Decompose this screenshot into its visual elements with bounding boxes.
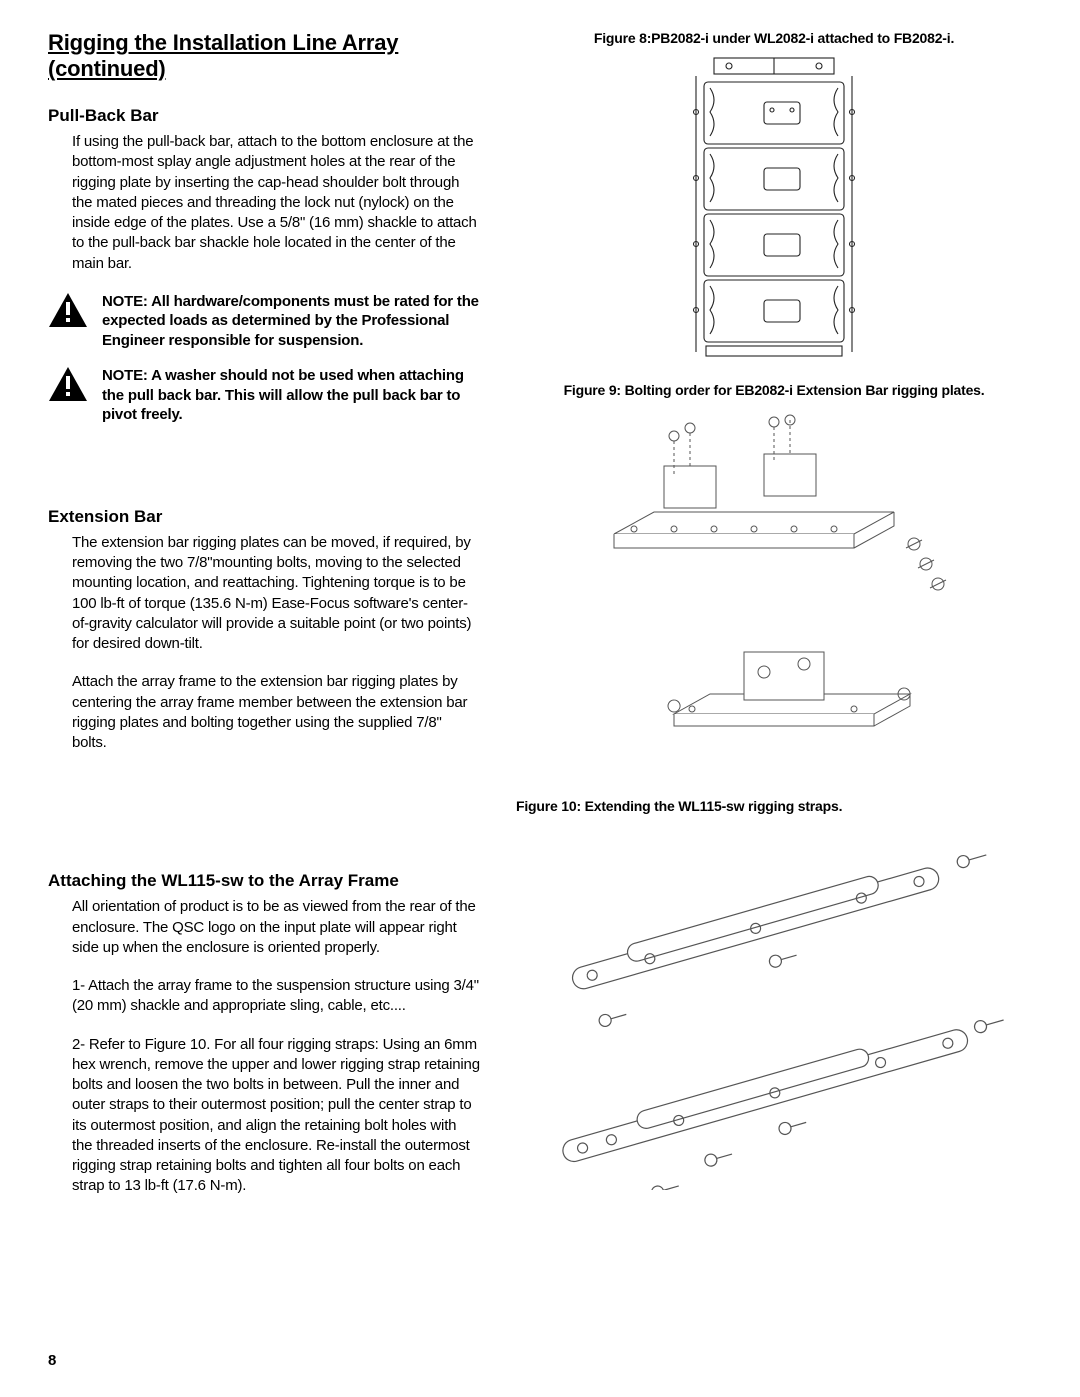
attach-body-3: 2- Refer to Figure 10. For all four rigg…	[72, 1035, 480, 1197]
extbar-body-2: Attach the array frame to the extension …	[72, 672, 480, 753]
warning-icon	[48, 366, 88, 402]
note-block-2: NOTE: A washer should not be used when a…	[48, 366, 480, 425]
fig10-diagram	[516, 820, 1032, 1190]
extbar-body-1: The extension bar rigging plates can be …	[72, 533, 480, 655]
attach-heading: Attaching the WL115-sw to the Array Fram…	[48, 871, 480, 891]
page-number: 8	[48, 1352, 56, 1369]
fig8-caption: Figure 8:PB2082-i under WL2082-i attache…	[516, 30, 1032, 46]
fig9-diagram	[516, 404, 1032, 764]
attach-body-1: All orientation of product is to be as v…	[72, 897, 480, 958]
pullback-heading: Pull-Back Bar	[48, 106, 480, 126]
page-title: Rigging the Installation Line Array (con…	[48, 30, 480, 82]
note-text-2: NOTE: A washer should not be used when a…	[102, 366, 480, 425]
note-block-1: NOTE: All hardware/components must be ra…	[48, 292, 480, 351]
fig8-diagram	[516, 52, 1032, 368]
note-text-1: NOTE: All hardware/components must be ra…	[102, 292, 480, 351]
attach-body-2: 1- Attach the array frame to the suspens…	[72, 976, 480, 1017]
warning-icon	[48, 292, 88, 328]
extbar-heading: Extension Bar	[48, 507, 480, 527]
fig9-caption: Figure 9: Bolting order for EB2082-i Ext…	[516, 382, 1032, 398]
pullback-body: If using the pull-back bar, attach to th…	[72, 132, 480, 274]
fig10-caption: Figure 10: Extending the WL115-sw riggin…	[516, 798, 1032, 814]
